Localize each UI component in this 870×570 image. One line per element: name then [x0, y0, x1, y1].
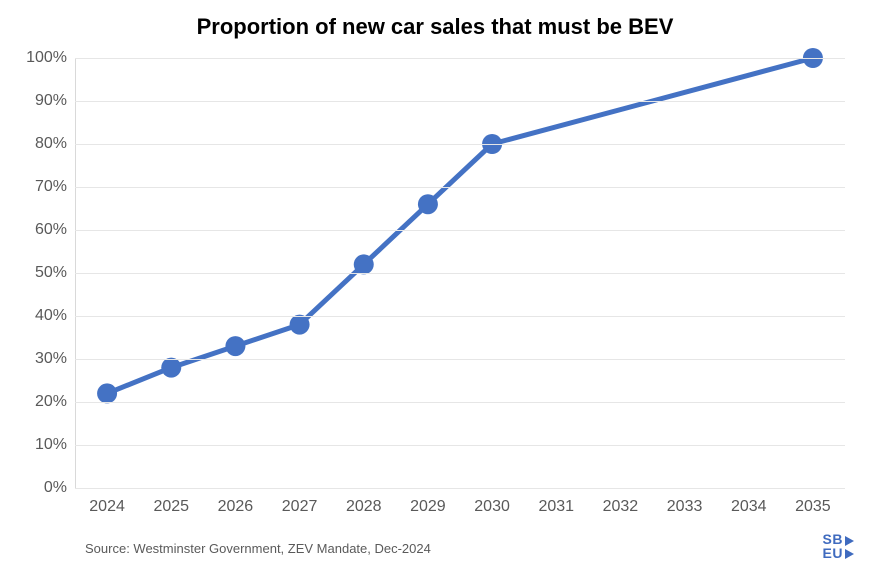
triangle-icon: [845, 536, 854, 546]
chart-title: Proportion of new car sales that must be…: [0, 14, 870, 40]
x-tick-label: 2024: [89, 488, 125, 516]
y-tick-label: 100%: [26, 49, 75, 67]
data-point: [161, 358, 181, 378]
gridline: [75, 101, 845, 102]
data-point: [97, 383, 117, 403]
x-tick-label: 2029: [410, 488, 446, 516]
y-tick-label: 40%: [35, 307, 75, 325]
y-tick-label: 0%: [44, 479, 75, 497]
x-tick-label: 2027: [282, 488, 318, 516]
gridline: [75, 488, 845, 489]
x-tick-label: 2025: [153, 488, 189, 516]
y-tick-label: 60%: [35, 221, 75, 239]
y-tick-label: 80%: [35, 135, 75, 153]
data-point: [225, 336, 245, 356]
x-tick-label: 2026: [218, 488, 254, 516]
gridline: [75, 402, 845, 403]
data-point: [290, 315, 310, 335]
gridline: [75, 316, 845, 317]
y-tick-label: 30%: [35, 350, 75, 368]
series-line: [107, 58, 813, 393]
data-point: [418, 194, 438, 214]
x-tick-label: 2028: [346, 488, 382, 516]
y-tick-label: 90%: [35, 92, 75, 110]
gridline: [75, 144, 845, 145]
logo-line2: EU: [823, 545, 843, 561]
y-tick-label: 20%: [35, 393, 75, 411]
x-tick-label: 2032: [603, 488, 639, 516]
x-tick-label: 2030: [474, 488, 510, 516]
gridline: [75, 58, 845, 59]
x-tick-label: 2033: [667, 488, 703, 516]
triangle-icon: [845, 549, 854, 559]
data-point: [354, 254, 374, 274]
x-tick-label: 2035: [795, 488, 831, 516]
gridline: [75, 187, 845, 188]
plot-area: 0%10%20%30%40%50%60%70%80%90%100%2024202…: [75, 58, 845, 488]
y-tick-label: 10%: [35, 436, 75, 454]
chart-container: Proportion of new car sales that must be…: [0, 0, 870, 570]
y-tick-label: 70%: [35, 178, 75, 196]
brand-logo: SB EU: [823, 533, 854, 560]
gridline: [75, 230, 845, 231]
gridline: [75, 273, 845, 274]
source-text: Source: Westminster Government, ZEV Mand…: [85, 541, 431, 556]
gridline: [75, 445, 845, 446]
y-tick-label: 50%: [35, 264, 75, 282]
x-tick-label: 2034: [731, 488, 767, 516]
x-tick-label: 2031: [538, 488, 574, 516]
gridline: [75, 359, 845, 360]
